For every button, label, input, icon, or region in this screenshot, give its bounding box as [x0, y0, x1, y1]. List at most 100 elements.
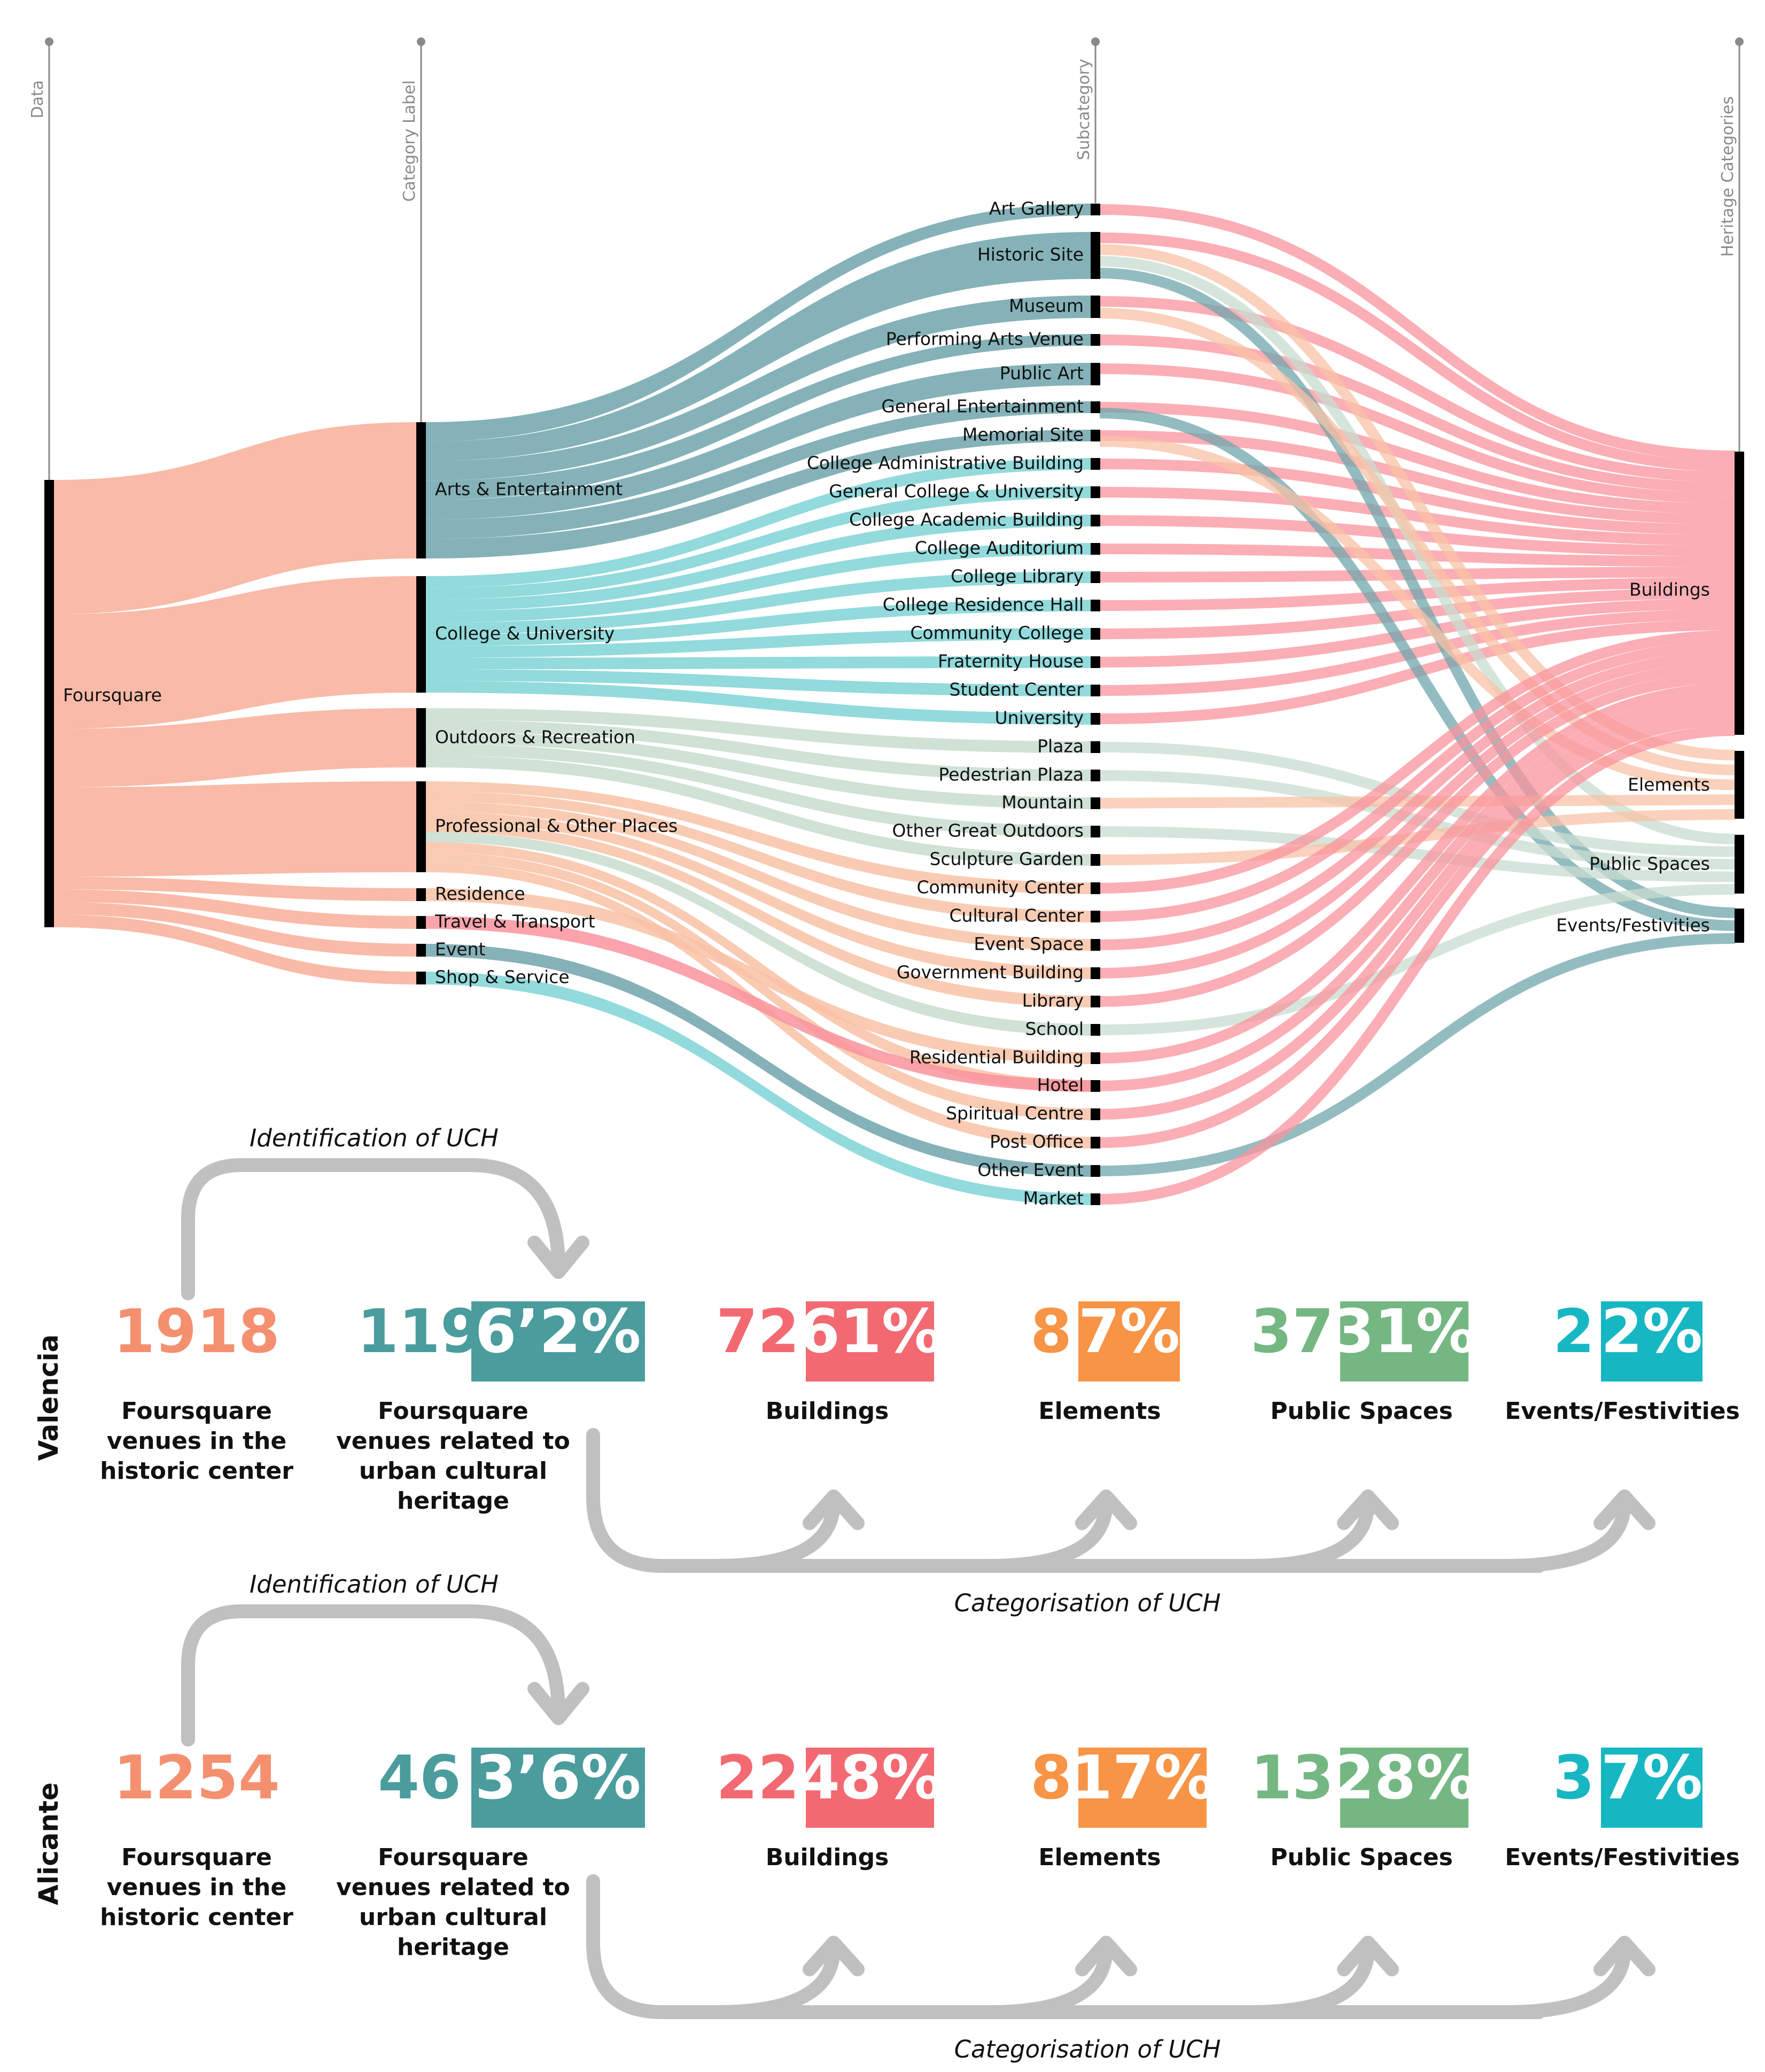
- subcategory-node: [1091, 1165, 1100, 1177]
- subcategory-node: [1091, 571, 1100, 583]
- city-panel: Identification of UCH Alicante 1254 Foursqu…: [33, 1570, 1740, 2063]
- subcategory-label: Market: [1023, 1188, 1084, 1209]
- subcategory-node: [1091, 826, 1100, 837]
- subcategory-label: Residential Building: [909, 1047, 1084, 1068]
- flow-subcategory-to-heritage: [1099, 640, 1736, 922]
- subcategory-node: [1091, 685, 1100, 696]
- subcategory-node: [1091, 232, 1100, 279]
- subcategory-label: Mountain: [1001, 792, 1084, 813]
- heritage-category-label: Buildings: [766, 1844, 889, 1871]
- heritage-label: Elements: [1628, 774, 1710, 795]
- total-venues-description: venues in the: [107, 1874, 286, 1901]
- subcategory-node: [1091, 401, 1100, 413]
- flow-category-to-subcategory: [425, 732, 1091, 809]
- subcategory-label: Hotel: [1037, 1075, 1084, 1096]
- categorisation-branch: [982, 1495, 1113, 1573]
- subcategory-node: [1091, 486, 1100, 498]
- related-percentage-box: [471, 1301, 645, 1382]
- related-venues-count: 46: [378, 1743, 461, 1813]
- category-node: [416, 972, 426, 984]
- heritage-node: [1735, 751, 1744, 819]
- subcategory-node: [1091, 911, 1100, 922]
- categorisation-branch: [709, 1941, 841, 2019]
- axis-guides: Data Category Label Subcategory Heritage Ca…: [28, 37, 1744, 484]
- category-label: Travel & Transport: [434, 911, 595, 932]
- subcategory-label: University: [995, 708, 1084, 728]
- related-venues-description: Foursquare: [378, 1398, 528, 1425]
- categorisation-caption: Categorisation of UCH: [954, 1589, 1221, 1617]
- flow-category-to-subcategory: [425, 972, 1091, 1205]
- total-venues-description: historic center: [100, 1457, 293, 1485]
- flow-category-to-subcategory: [425, 681, 1091, 725]
- categorisation-branch: [709, 1495, 841, 1573]
- heritage-count: 22: [716, 1743, 799, 1813]
- subcategory-node: [1091, 713, 1100, 725]
- categorisation-arrowhead: [803, 1489, 865, 1530]
- flow-category-to-subcategory: [425, 543, 1091, 623]
- axis-guide-dot: [417, 37, 425, 46]
- related-venues-description: venues related to: [336, 1874, 570, 1901]
- flow-category-to-subcategory: [425, 600, 1091, 646]
- category-label: College & University: [435, 623, 615, 644]
- subcategory-label: Community Center: [916, 877, 1084, 898]
- total-venues-count: 1918: [113, 1297, 280, 1367]
- subcategory-node: [1091, 430, 1100, 441]
- identification-caption: Identification of UCH: [250, 1124, 499, 1152]
- heritage-category-label: Elements: [1038, 1844, 1161, 1871]
- subcategory-node: [1091, 515, 1100, 526]
- flow-source-to-category: [53, 914, 417, 984]
- category-node: [416, 781, 426, 872]
- subcategory-node: [1091, 967, 1100, 979]
- flow-subcategory-to-heritage: [1099, 826, 1736, 882]
- subcategory-label: Other Great Outdoors: [892, 820, 1084, 841]
- category-node: [416, 916, 426, 929]
- flow-source-to-category: [53, 902, 417, 957]
- subcategory-node: [1091, 1052, 1100, 1064]
- subcategory-node: [1091, 1137, 1100, 1148]
- heritage-percentage-box: [1340, 1301, 1468, 1382]
- category-node: [416, 944, 426, 957]
- subcategory-node: [1091, 363, 1100, 385]
- categorisation-arrowhead: [1593, 1489, 1655, 1530]
- heritage-percentage-box: [806, 1301, 934, 1382]
- identification-arrow: [181, 1158, 565, 1300]
- heritage-percentage: 61%: [798, 1297, 942, 1367]
- categorisation-branch: [1243, 1941, 1375, 2019]
- flow-category-to-subcategory: [425, 720, 1091, 781]
- flow-category-to-subcategory: [425, 743, 1091, 837]
- subcategory-label: College Administrative Building: [807, 453, 1084, 474]
- heritage-percentage: 17%: [1071, 1743, 1214, 1813]
- subcategory-label: Historic Site: [977, 244, 1084, 265]
- subcategory-node: [1091, 296, 1100, 318]
- related-venues-description: venues related to: [336, 1427, 570, 1455]
- category-node: [416, 576, 426, 693]
- total-venues-description: venues in the: [107, 1427, 286, 1455]
- heritage-percentage: 7%: [1601, 1743, 1702, 1813]
- flow-category-to-subcategory: [425, 656, 1091, 670]
- subcategory-node: [1091, 770, 1100, 781]
- subcategory-label: Public Art: [1000, 363, 1084, 384]
- flow-category-to-subcategory: [425, 888, 1091, 1064]
- flow-subcategory-to-heritage: [1099, 487, 1736, 546]
- heritage-percentage: 31%: [1333, 1297, 1476, 1367]
- flow-subcategory-to-heritage: [1099, 402, 1736, 514]
- heritage-percentage-box: [806, 1748, 934, 1828]
- heritage-percentage-box: [1340, 1748, 1468, 1828]
- flow-subcategory-to-heritage: [1099, 363, 1736, 504]
- subcategory-label: Memorial Site: [962, 424, 1084, 445]
- flow-category-to-subcategory: [425, 515, 1091, 611]
- subcategory-label: Museum: [1009, 296, 1084, 316]
- related-venues-description: heritage: [397, 1487, 509, 1515]
- subcategory-label: School: [1025, 1019, 1084, 1039]
- flow-category-to-subcategory: [425, 708, 1091, 753]
- flow-category-to-subcategory: [425, 791, 1091, 922]
- categorisation-branch: [982, 1941, 1113, 2019]
- flow-category-to-subcategory: [425, 334, 1091, 500]
- heritage-percentage-box: [1078, 1301, 1180, 1382]
- subcategory-node: [1091, 334, 1100, 346]
- identification-caption: Identification of UCH: [250, 1570, 499, 1598]
- category-node: [416, 422, 426, 558]
- axis-label: Category Label: [400, 80, 419, 202]
- categorisation-arrow: [586, 1428, 1546, 1573]
- categorisation-branch: [1500, 1495, 1631, 1573]
